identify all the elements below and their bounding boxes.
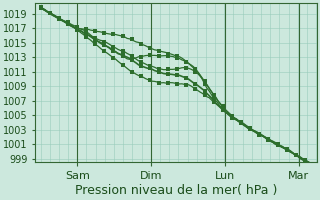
X-axis label: Pression niveau de la mer( hPa ): Pression niveau de la mer( hPa ) xyxy=(75,184,277,197)
